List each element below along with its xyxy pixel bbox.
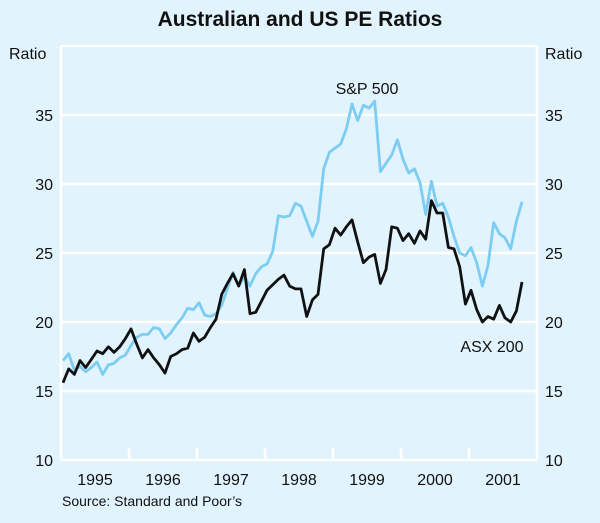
x-tick-label: 1997: [213, 472, 249, 489]
x-tick-label: 1995: [77, 472, 113, 489]
series-label-sp500: S&P 500: [336, 81, 399, 98]
x-tick-label: 1999: [349, 472, 385, 489]
y-tick-label-left: 15: [35, 384, 53, 401]
series-line-sp500: [61, 99, 524, 376]
y-tick-label-left: 20: [35, 315, 53, 332]
y-tick-label-right: 35: [545, 108, 563, 125]
x-tick-label: 1996: [145, 472, 181, 489]
y-tick-label-left: 35: [35, 108, 53, 125]
y-tick-label-right: 30: [545, 177, 563, 194]
x-tick-label: 2001: [485, 472, 521, 489]
y-axis-label-left: Ratio: [9, 46, 46, 63]
x-tick-label: 2000: [417, 472, 453, 489]
source-note: Source: Standard and Poor’s: [62, 493, 242, 509]
series-line-asx200: [61, 199, 524, 384]
y-tick-label-left: 10: [35, 453, 53, 470]
y-tick-label-left: 30: [35, 177, 53, 194]
chart-title: Australian and US PE Ratios: [158, 8, 443, 31]
series-label-asx200: ASX 200: [460, 339, 523, 356]
y-tick-label-right: 25: [545, 246, 563, 263]
y-tick-label-right: 10: [545, 453, 563, 470]
y-tick-label-right: 20: [545, 315, 563, 332]
y-axis-label-right: Ratio: [545, 46, 582, 63]
y-tick-label-left: 25: [35, 246, 53, 263]
y-tick-label-right: 15: [545, 384, 563, 401]
x-tick-label: 1998: [281, 472, 317, 489]
